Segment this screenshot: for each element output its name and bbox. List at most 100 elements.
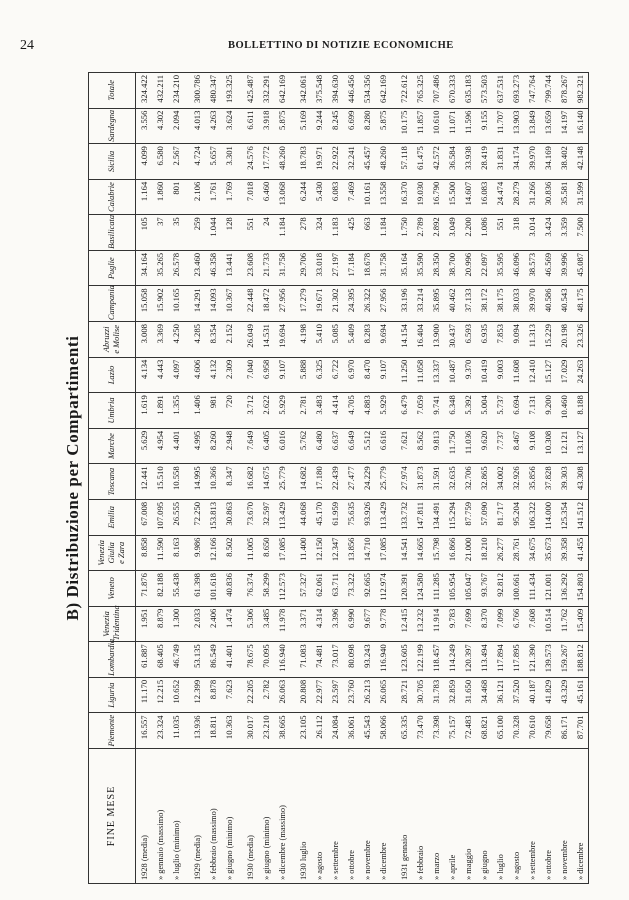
- cell: 10.558: [168, 463, 189, 500]
- cell: 3.014: [524, 214, 540, 251]
- cell: 87.759: [460, 499, 476, 536]
- cell: 9.155: [476, 108, 492, 144]
- cell: 24.576: [242, 143, 258, 180]
- cell: 1.474: [221, 606, 242, 642]
- cell: 1.184: [274, 214, 295, 251]
- cell: 112.974: [375, 570, 396, 607]
- cell: 13.936: [189, 712, 205, 749]
- cell: 92.812: [492, 570, 508, 607]
- cell: 693.273: [508, 72, 524, 109]
- cell: 25.779: [274, 463, 295, 500]
- cell: 112.573: [274, 570, 295, 607]
- cell: 10.308: [540, 428, 556, 464]
- cell: 40.187: [524, 677, 540, 713]
- cell: 21.733: [258, 250, 274, 286]
- cell: 70.610: [524, 712, 540, 749]
- table-row: » ottobre 36.061 23.760 80.098 6.990 73.322 13…: [343, 72, 359, 884]
- cell: 72.483: [460, 712, 476, 749]
- row-label: 1930 (media): [242, 748, 258, 884]
- cell: 26.112: [311, 712, 327, 749]
- cell: 4.285: [189, 321, 205, 358]
- cell: 10.161: [359, 179, 375, 215]
- table-row: » agosto 70.328 37.520 117.895 6.766 100.661 2…: [508, 72, 524, 884]
- cell: 801: [168, 179, 189, 215]
- cell: 17.279: [295, 285, 311, 322]
- cell: 6.348: [444, 392, 460, 429]
- cell: 39.358: [556, 535, 572, 571]
- cell: 5.875: [375, 108, 396, 144]
- cell: 57.118: [396, 143, 412, 180]
- cell: 707.486: [428, 72, 444, 109]
- cell: 30.017: [242, 712, 258, 749]
- table-row: 1929 (media) 13.936 12.399 53.135 2.033 61.39…: [189, 72, 205, 884]
- cell: 12.215: [152, 677, 168, 713]
- cell: 38.172: [476, 285, 492, 322]
- cell: 3.556: [135, 108, 152, 144]
- cell: 4.302: [152, 108, 168, 144]
- cell: 2.094: [168, 108, 189, 144]
- rotated-content: B) Distribuzione per Compartimenti FINE …: [58, 72, 589, 884]
- column-header: Liguria: [88, 677, 136, 713]
- cell: 6.637: [327, 428, 343, 464]
- cell: 3.008: [135, 321, 152, 358]
- cell: 73.017: [327, 641, 343, 678]
- cell: 19.694: [274, 321, 295, 358]
- cell: 2.567: [168, 143, 189, 180]
- cell: 480.347: [205, 72, 221, 109]
- cell: 6.593: [460, 321, 476, 358]
- cell: 122.199: [412, 641, 428, 678]
- cell: 125.354: [556, 499, 572, 536]
- column-header: Lombardia: [88, 639, 136, 678]
- cell: 16.370: [396, 179, 412, 215]
- cell: 13.127: [572, 428, 589, 464]
- cell: 30.705: [412, 677, 428, 713]
- cell: 32.926: [508, 463, 524, 500]
- cell: 7.649: [242, 428, 258, 464]
- cell: 394.630: [327, 72, 343, 109]
- cell: 34.468: [476, 677, 492, 713]
- cell: 1.300: [168, 606, 189, 642]
- cell: 43.308: [572, 463, 589, 500]
- cell: 13.856: [343, 535, 359, 571]
- cell: 65.335: [396, 712, 412, 749]
- cell: 101.618: [205, 570, 221, 607]
- cell: 38.033: [508, 285, 524, 322]
- cell: 18.811: [205, 712, 221, 749]
- cell: 16.404: [412, 321, 428, 358]
- cell: 11.035: [168, 712, 189, 749]
- cell: 11.750: [444, 428, 460, 464]
- cell: 35.673: [540, 535, 556, 571]
- column-header: Sicilia: [88, 143, 136, 180]
- cell: 22.097: [476, 250, 492, 286]
- table-row: » settembre 70.610 40.187 121.390 7.608 111.4…: [524, 72, 540, 884]
- cell: 1.860: [152, 179, 168, 215]
- cell: 11.978: [274, 606, 295, 642]
- cell: 7.131: [524, 392, 540, 429]
- cell: 35.856: [524, 463, 540, 500]
- cell: 4.705: [343, 392, 359, 429]
- cell: 34.169: [540, 143, 556, 180]
- cell: 45.170: [311, 499, 327, 536]
- cell: 113.429: [274, 499, 295, 536]
- cell: 13.849: [524, 108, 540, 144]
- row-label: » novembre: [359, 748, 375, 884]
- cell: 40.462: [444, 285, 460, 322]
- cell: 37.828: [540, 463, 556, 500]
- cell: 35.164: [396, 250, 412, 286]
- cell: 13.900: [428, 321, 444, 358]
- cell: 32.241: [343, 143, 359, 180]
- cell: 36.584: [444, 143, 460, 180]
- cell: 14.154: [396, 321, 412, 358]
- cell: 114.000: [540, 499, 556, 536]
- cell: 75.635: [343, 499, 359, 536]
- cell: 73.470: [412, 712, 428, 749]
- cell: 3.369: [152, 321, 168, 358]
- cell: 10.367: [221, 285, 242, 322]
- cell: 123.605: [396, 641, 412, 678]
- column-header: Venezia Tridentina: [88, 605, 136, 642]
- cell: 8.467: [508, 428, 524, 464]
- cell: 134.491: [428, 499, 444, 536]
- row-label: » giugno (minimo): [221, 748, 242, 884]
- cell: 61.475: [412, 143, 428, 180]
- table-row: » dicembre (massimo) 38.665 26.063 116.940 1…: [274, 72, 295, 884]
